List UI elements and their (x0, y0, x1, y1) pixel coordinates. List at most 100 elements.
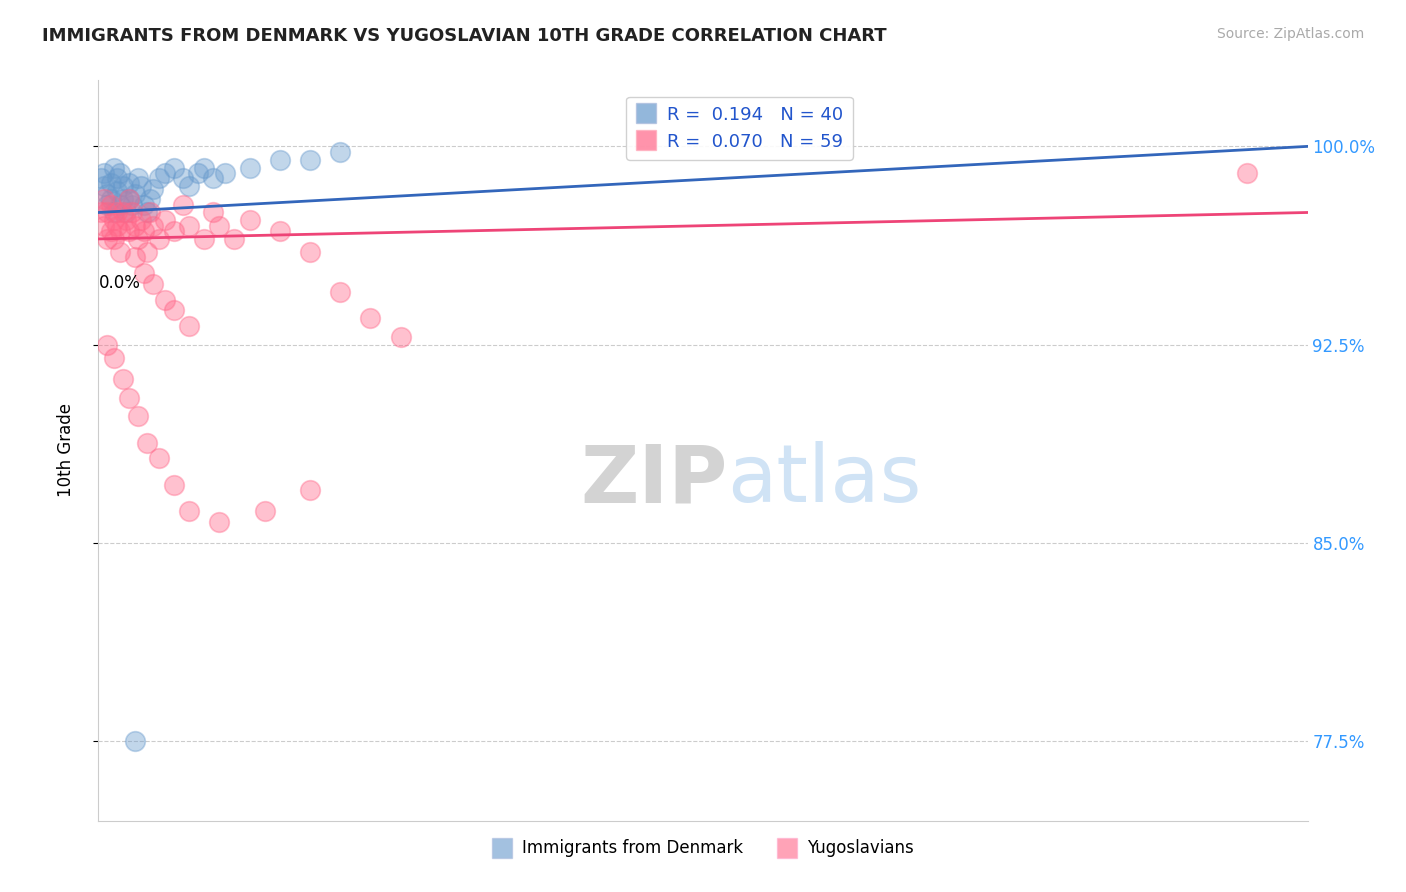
Point (142, 277, 165, 291)
Point (132, 197, 155, 211)
Point (214, 166, 236, 180)
Point (108, 224, 131, 238)
Point (100, 197, 122, 211)
Point (93, 166, 115, 180)
Point (93, 219, 115, 233)
Point (193, 161, 215, 175)
Point (90, 171, 112, 186)
Point (127, 409, 149, 423)
Point (224, 232, 246, 246)
Point (193, 232, 215, 246)
Point (96, 197, 118, 211)
Point (103, 213, 125, 227)
Point (96, 186, 118, 201)
Point (118, 177, 141, 191)
Point (100, 224, 122, 238)
Text: IMMIGRANTS FROM DENMARK VS YUGOSLAVIAN 10TH GRADE CORRELATION CHART: IMMIGRANTS FROM DENMARK VS YUGOSLAVIAN 1… (42, 27, 887, 45)
Point (135, 435, 157, 450)
Point (121, 205, 143, 219)
Point (132, 266, 155, 280)
Point (93, 179, 115, 194)
Point (124, 251, 146, 265)
Point (118, 391, 141, 405)
Point (129, 213, 152, 227)
Point (132, 224, 155, 238)
Point (127, 171, 149, 186)
Point (299, 153, 322, 167)
Point (163, 303, 186, 318)
Point (139, 205, 162, 219)
Point (163, 224, 186, 238)
Point (360, 311, 382, 326)
Point (124, 734, 146, 748)
Point (172, 171, 194, 186)
Point (239, 161, 262, 175)
Point (103, 351, 125, 365)
Point (111, 179, 134, 194)
Point (172, 197, 194, 211)
Point (96, 232, 118, 246)
Point (118, 192, 141, 206)
Text: Source: ZipAtlas.com: Source: ZipAtlas.com (1216, 27, 1364, 41)
Point (179, 179, 201, 194)
Point (299, 483, 322, 497)
Point (105, 205, 128, 219)
Point (1236, 166, 1258, 180)
Point (124, 219, 146, 233)
Point (148, 232, 170, 246)
Point (105, 171, 128, 186)
Point (269, 153, 291, 167)
Point (100, 192, 122, 206)
Point (208, 219, 231, 233)
Point (118, 192, 141, 206)
Point (153, 293, 176, 307)
Point (96, 205, 118, 219)
Point (114, 205, 136, 219)
Point (208, 515, 231, 529)
Point (269, 224, 291, 238)
Point (142, 219, 165, 233)
Legend: Immigrants from Denmark, Yugoslavians: Immigrants from Denmark, Yugoslavians (485, 833, 921, 864)
Point (105, 219, 128, 233)
Point (118, 224, 141, 238)
Point (329, 145, 352, 159)
Point (108, 166, 131, 180)
Point (202, 171, 225, 186)
Point (163, 161, 186, 175)
Point (111, 192, 134, 206)
Point (142, 182, 165, 196)
Point (153, 213, 176, 227)
Point (179, 219, 201, 233)
Point (90, 205, 112, 219)
Point (153, 166, 176, 180)
Point (103, 205, 125, 219)
Point (329, 285, 352, 299)
Point (179, 504, 201, 518)
Text: atlas: atlas (727, 441, 921, 519)
Point (100, 177, 122, 191)
Point (179, 319, 201, 334)
Point (129, 179, 152, 194)
Point (108, 197, 131, 211)
Point (135, 205, 157, 219)
Point (114, 213, 136, 227)
Point (239, 213, 262, 227)
Point (389, 330, 412, 344)
Point (108, 245, 131, 260)
Y-axis label: 10th Grade: 10th Grade (56, 403, 75, 498)
Point (163, 478, 186, 492)
Point (103, 161, 125, 175)
Point (187, 166, 209, 180)
Point (299, 245, 322, 260)
Point (103, 232, 125, 246)
Point (111, 372, 134, 386)
Point (253, 504, 276, 518)
Point (202, 205, 225, 219)
Text: 0.0%: 0.0% (98, 274, 141, 292)
Point (135, 245, 157, 260)
Point (148, 171, 170, 186)
Point (127, 232, 149, 246)
Point (105, 185, 128, 199)
Text: ZIP: ZIP (579, 441, 727, 519)
Point (124, 186, 146, 201)
